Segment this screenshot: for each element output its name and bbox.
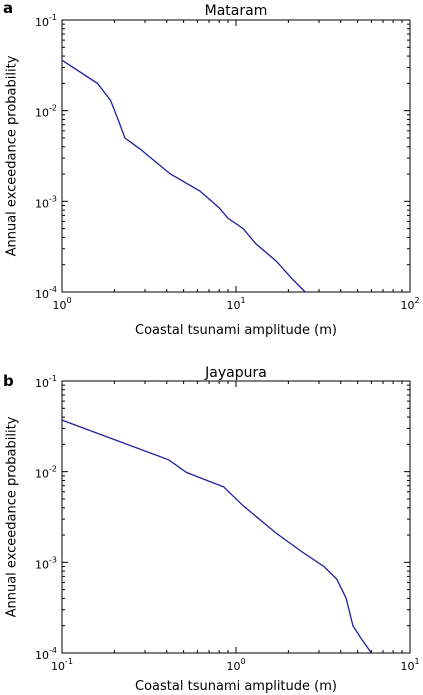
x-tick-label-exponent: -1 [65, 657, 73, 666]
y-tick-label: 10-2 [35, 465, 57, 481]
x-tick-label-base: 10 [400, 299, 414, 312]
x-tick-label-base: 10 [52, 299, 66, 312]
x-tick-label: 101 [226, 296, 245, 312]
x-tick-label: 100 [52, 296, 71, 312]
y-axis-label: Annual exceedance probability [5, 55, 20, 256]
x-tick-label: 10-1 [51, 657, 73, 673]
y-tick-label-base: 10 [35, 468, 49, 481]
plot-frame [61, 380, 411, 654]
panel-letter: a [3, 0, 13, 17]
series-line [61, 59, 306, 293]
y-tick-label: 10-3 [35, 555, 57, 571]
y-tick-label-base: 10 [35, 16, 49, 29]
x-tick-label-base: 10 [51, 660, 65, 673]
y-tick-label-exponent: -4 [49, 285, 57, 294]
y-tick-label-exponent: -4 [49, 646, 57, 655]
y-axis-label: Annual exceedance probability [5, 416, 20, 617]
x-tick-label-exponent: 2 [414, 296, 419, 305]
y-tick-label-base: 10 [35, 558, 49, 571]
plot-frame [61, 19, 411, 293]
x-tick-label-exponent: 1 [240, 296, 245, 305]
x-tick-label-base: 10 [400, 660, 414, 673]
y-tick-label: 10-2 [35, 104, 57, 120]
x-tick-label-base: 10 [226, 660, 240, 673]
y-tick-label-base: 10 [35, 649, 49, 662]
y-tick-label: 10-4 [35, 646, 57, 662]
x-tick-label-exponent: 1 [414, 657, 419, 666]
y-tick-label-exponent: -1 [49, 13, 57, 22]
panel-letter: b [3, 372, 14, 390]
y-tick-label: 10-1 [35, 374, 57, 390]
y-tick-label: 10-3 [35, 194, 57, 210]
x-tick-label-exponent: 0 [240, 657, 245, 666]
series-line [61, 419, 372, 654]
y-tick-label-exponent: -3 [49, 194, 57, 203]
y-tick-label-exponent: -1 [49, 374, 57, 383]
y-tick-label-base: 10 [35, 107, 49, 120]
x-tick-label-exponent: 0 [66, 296, 71, 305]
x-tick-label: 101 [400, 657, 419, 673]
y-tick-label-base: 10 [35, 288, 49, 301]
y-tick-label: 10-4 [35, 285, 57, 301]
y-tick-label: 10-1 [35, 13, 57, 29]
y-tick-label-base: 10 [35, 377, 49, 390]
y-tick-label-exponent: -2 [49, 465, 57, 474]
y-tick-label-base: 10 [35, 197, 49, 210]
x-tick-label: 102 [400, 296, 419, 312]
x-tick-label: 100 [226, 657, 245, 673]
chart-title: Mataram [205, 3, 268, 19]
x-axis-label: Coastal tsunami amplitude (m) [135, 323, 337, 338]
y-tick-label-exponent: -3 [49, 555, 57, 564]
chart-title: Jayapura [204, 365, 267, 381]
x-tick-label-base: 10 [226, 299, 240, 312]
x-axis-label: Coastal tsunami amplitude (m) [135, 679, 337, 694]
y-tick-label-exponent: -2 [49, 104, 57, 113]
